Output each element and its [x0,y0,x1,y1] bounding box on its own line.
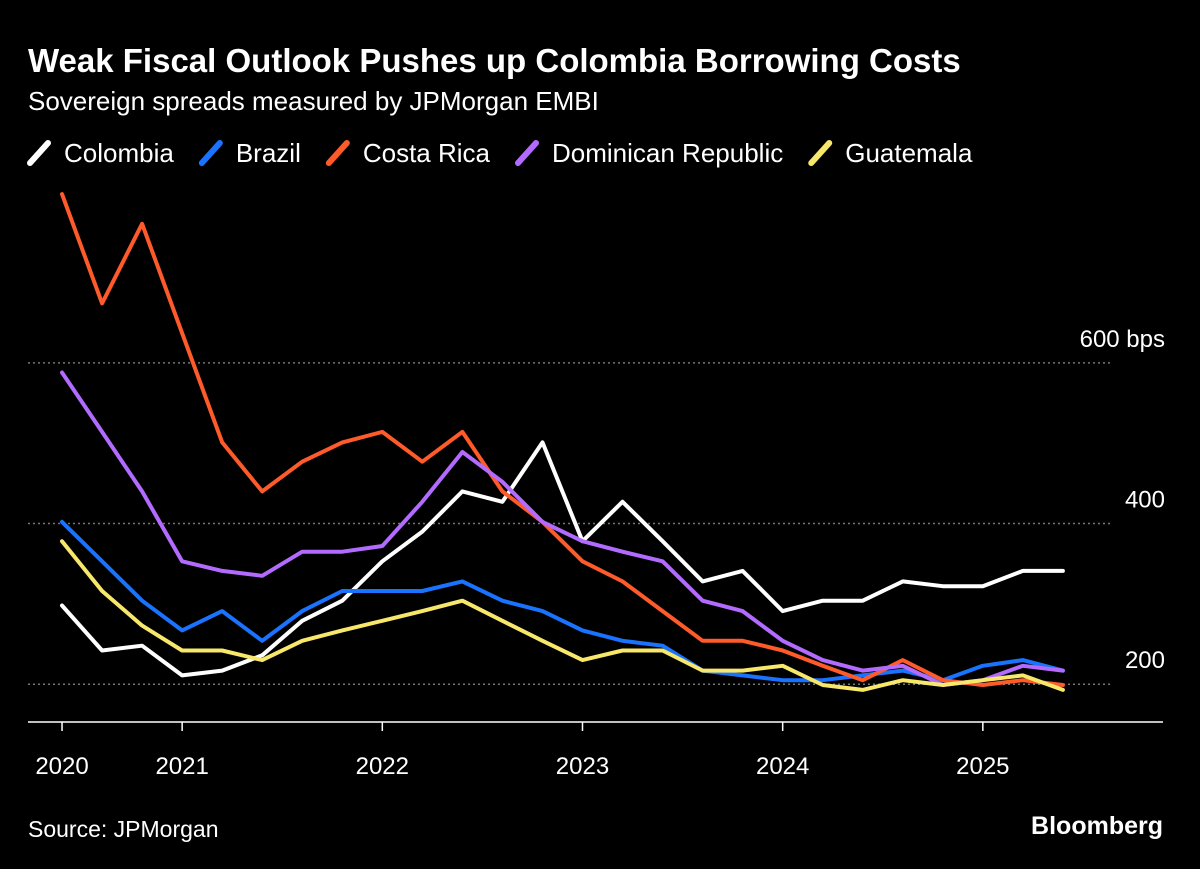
series-line [60,440,1065,678]
legend-swatch [515,140,539,166]
legend-label: Brazil [236,138,301,168]
series-line [60,519,1065,683]
legend-label: Colombia [64,138,174,168]
x-tick-label: 2021 [155,753,208,780]
x-tick-label: 2020 [35,753,88,780]
legend-label: Costa Rica [363,138,491,168]
legend-label: Dominican Republic [552,138,783,168]
series-line [60,370,1065,687]
legend-swatch [198,140,223,166]
x-tick-label: 2022 [356,753,409,780]
chart-subtitle: Sovereign spreads measured by JPMorgan E… [28,86,599,116]
y-tick-label: 400 [1125,487,1165,514]
chart-title: Weak Fiscal Outlook Pushes up Colombia B… [28,42,961,79]
y-tick-label: 600 bps [1080,326,1165,353]
series-line [60,539,1065,692]
series-line [60,192,1065,687]
x-tick-label: 2025 [956,753,1009,780]
legend-label: Guatemala [845,138,973,168]
brand: Bloomberg [1031,812,1163,840]
x-tick-label: 2024 [756,753,809,780]
legend-swatch [808,140,833,166]
y-tick-label: 200 [1125,647,1165,674]
legend-swatch [325,140,350,166]
source: Source: JPMorgan [28,816,218,842]
legend-swatch [27,140,51,166]
x-tick-label: 2023 [556,753,609,780]
